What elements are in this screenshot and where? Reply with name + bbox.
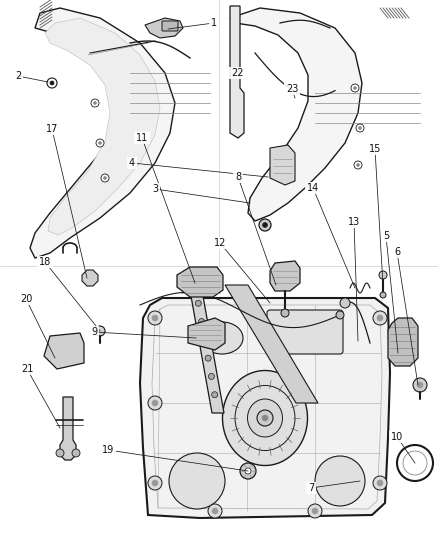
Circle shape: [152, 480, 158, 486]
Circle shape: [99, 141, 102, 144]
Text: 22: 22: [231, 68, 243, 78]
Circle shape: [103, 176, 106, 180]
Circle shape: [152, 315, 158, 321]
Circle shape: [245, 468, 251, 474]
Text: 18: 18: [39, 257, 51, 267]
Circle shape: [380, 292, 386, 298]
Circle shape: [212, 508, 218, 514]
Ellipse shape: [223, 370, 307, 465]
Circle shape: [351, 84, 359, 92]
Text: 15: 15: [369, 144, 381, 154]
Circle shape: [308, 504, 322, 518]
Polygon shape: [177, 267, 223, 297]
Circle shape: [198, 319, 205, 325]
Polygon shape: [188, 318, 225, 350]
Circle shape: [148, 476, 162, 490]
Circle shape: [56, 449, 64, 457]
Circle shape: [148, 311, 162, 325]
Polygon shape: [30, 8, 175, 258]
Circle shape: [240, 463, 256, 479]
Circle shape: [377, 480, 383, 486]
Polygon shape: [270, 261, 300, 291]
Circle shape: [202, 337, 208, 343]
Text: 21: 21: [21, 364, 33, 374]
Polygon shape: [82, 270, 98, 286]
Ellipse shape: [247, 399, 283, 437]
Circle shape: [93, 101, 96, 104]
Text: 9: 9: [91, 327, 97, 337]
Text: 4: 4: [129, 158, 135, 168]
Circle shape: [373, 476, 387, 490]
Polygon shape: [145, 18, 183, 38]
Polygon shape: [225, 285, 318, 403]
Circle shape: [336, 311, 344, 319]
Circle shape: [413, 378, 427, 392]
Circle shape: [377, 315, 383, 321]
Text: 20: 20: [20, 294, 32, 304]
Polygon shape: [44, 333, 84, 369]
Text: 13: 13: [348, 217, 360, 227]
Circle shape: [354, 161, 362, 169]
Text: 14: 14: [307, 183, 319, 193]
Text: 7: 7: [308, 483, 314, 493]
Text: 3: 3: [152, 184, 158, 194]
Circle shape: [152, 400, 158, 406]
Circle shape: [72, 449, 80, 457]
Circle shape: [208, 504, 222, 518]
Circle shape: [91, 99, 99, 107]
Text: 2: 2: [15, 71, 21, 81]
Text: 23: 23: [286, 84, 298, 94]
Circle shape: [259, 219, 271, 231]
Text: 5: 5: [383, 231, 389, 241]
Circle shape: [379, 271, 387, 279]
Text: 11: 11: [136, 133, 148, 143]
Ellipse shape: [201, 322, 243, 354]
Circle shape: [47, 78, 57, 88]
Polygon shape: [140, 298, 390, 518]
Text: 1: 1: [211, 18, 217, 28]
Circle shape: [257, 410, 273, 426]
Circle shape: [358, 126, 361, 130]
Text: 17: 17: [46, 124, 58, 134]
Circle shape: [417, 382, 423, 388]
Circle shape: [357, 164, 360, 166]
Circle shape: [315, 456, 365, 506]
Circle shape: [356, 124, 364, 132]
Polygon shape: [45, 18, 160, 235]
Text: 8: 8: [235, 172, 241, 182]
Circle shape: [205, 355, 211, 361]
Polygon shape: [230, 8, 362, 221]
Circle shape: [262, 222, 268, 228]
Circle shape: [353, 86, 357, 90]
Text: 6: 6: [394, 247, 400, 257]
Polygon shape: [270, 145, 295, 185]
Circle shape: [281, 309, 289, 317]
Circle shape: [101, 174, 109, 182]
Circle shape: [50, 81, 54, 85]
Circle shape: [262, 415, 268, 421]
Circle shape: [373, 311, 387, 325]
Text: 19: 19: [102, 445, 114, 455]
Circle shape: [148, 396, 162, 410]
FancyBboxPatch shape: [267, 310, 343, 354]
Text: 12: 12: [214, 238, 226, 248]
Circle shape: [96, 139, 104, 147]
Circle shape: [95, 326, 105, 336]
Polygon shape: [60, 397, 76, 460]
Circle shape: [312, 508, 318, 514]
Polygon shape: [189, 285, 224, 413]
Circle shape: [169, 453, 225, 509]
Polygon shape: [388, 318, 418, 366]
Circle shape: [212, 392, 218, 398]
FancyBboxPatch shape: [162, 21, 178, 31]
Circle shape: [195, 300, 201, 306]
Circle shape: [340, 298, 350, 308]
Text: 10: 10: [391, 432, 403, 442]
Polygon shape: [230, 6, 244, 138]
Circle shape: [208, 374, 215, 379]
